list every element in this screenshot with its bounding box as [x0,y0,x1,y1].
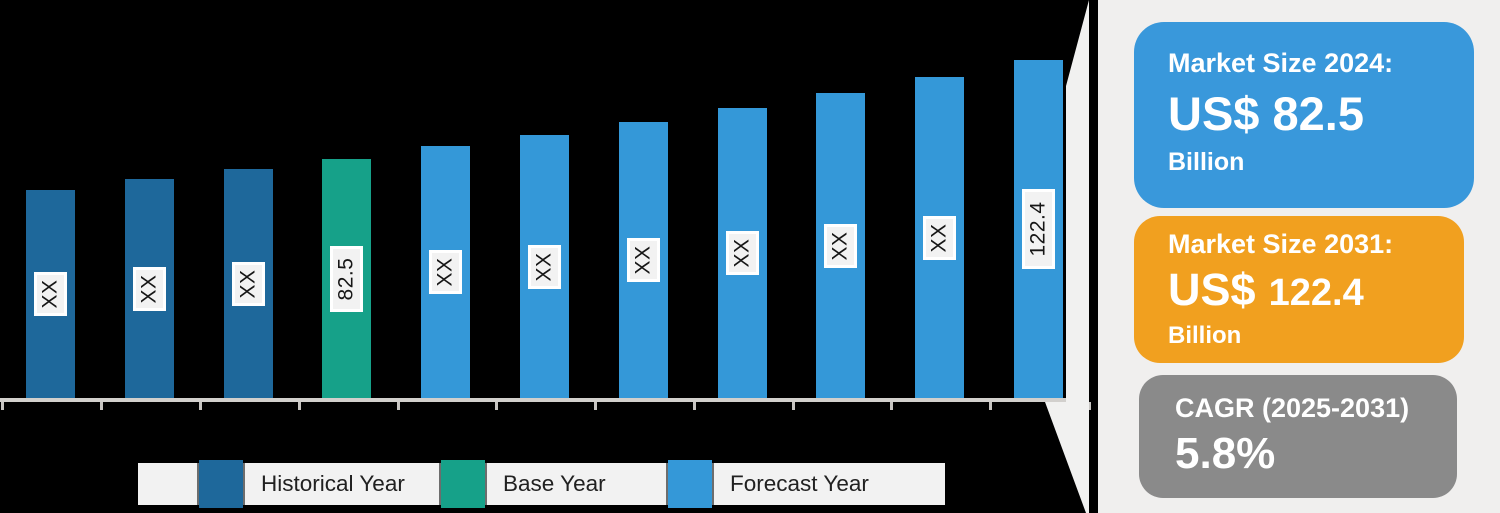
legend-item-base-year: Base Year [441,460,606,508]
bar-value-label: XX [726,231,759,275]
bar-value-label: 82.5 [330,246,363,312]
card-2031-value: US$ 122.4 [1168,264,1364,315]
bar-value-text: XX [38,279,62,309]
bar-value-label: XX [133,267,166,311]
legend-label: Forecast Year [730,471,869,496]
legend-label: Historical Year [261,471,405,496]
legend-item-historical-year: Historical Year [199,460,405,508]
axis-tick [989,402,992,410]
card-2024-value: US$ 82.5 [1168,87,1364,140]
bar-value-text: XX [927,223,951,253]
bar-value-label: XX [429,250,462,294]
card-2024-unit: Billion [1168,148,1245,176]
cagr-card: CAGR (2025-2031) 5.8% [1139,375,1457,498]
legend-swatch [441,460,485,508]
axis-tick [100,402,103,410]
card-2031-title: Market Size 2031: [1168,229,1394,259]
bar-value-text: XX [631,245,655,275]
axis-tick [199,402,202,410]
market-size-2031-card: Market Size 2031: US$ 122.4 Billion [1134,216,1464,363]
axis-tick [792,402,795,410]
bar-value-label: XX [923,216,956,260]
legend-swatch [199,460,243,508]
bar-value-text: XX [828,231,852,261]
card-2024-title: Market Size 2024: [1168,48,1394,78]
axis-tick [1,402,4,410]
axis-tick [594,402,597,410]
bar-value-label: XX [627,238,660,282]
market-size-2024-card: Market Size 2024: US$ 82.5 Billion [1134,22,1474,208]
axis-tick [495,402,498,410]
bar-value-text: XX [236,269,260,299]
bar-value-text: XX [433,257,457,287]
card-2031-unit: Billion [1168,322,1242,349]
bar-value-label: XX [528,245,561,289]
legend-swatch [668,460,712,508]
bar-value-label: 122.4 [1022,189,1055,269]
x-axis-line [0,398,1089,402]
bar-value-text: XX [532,252,556,282]
chart-legend: Historical Year Base Year Forecast Year [138,460,945,508]
side-panel: Market Size 2024: US$ 82.5 Billion Marke… [1098,0,1500,513]
cagr-value: 5.8% [1175,429,1276,478]
bar-value-label: XX [824,224,857,268]
axis-tick [693,402,696,410]
bar-value-text: 122.4 [1026,201,1050,257]
axis-tick [1088,402,1091,410]
axis-tick [890,402,893,410]
axis-tick [298,402,301,410]
bar-value-text: XX [730,238,754,268]
bar-value-label: XX [232,262,265,306]
bar-value-text: XX [137,274,161,304]
legend-item-forecast-year: Forecast Year [668,460,869,508]
bar-value-label: XX [34,272,67,316]
cagr-title: CAGR (2025-2031) [1175,393,1410,423]
legend-label: Base Year [503,471,606,496]
bar-value-text: 82.5 [334,257,358,301]
axis-tick [397,402,400,410]
